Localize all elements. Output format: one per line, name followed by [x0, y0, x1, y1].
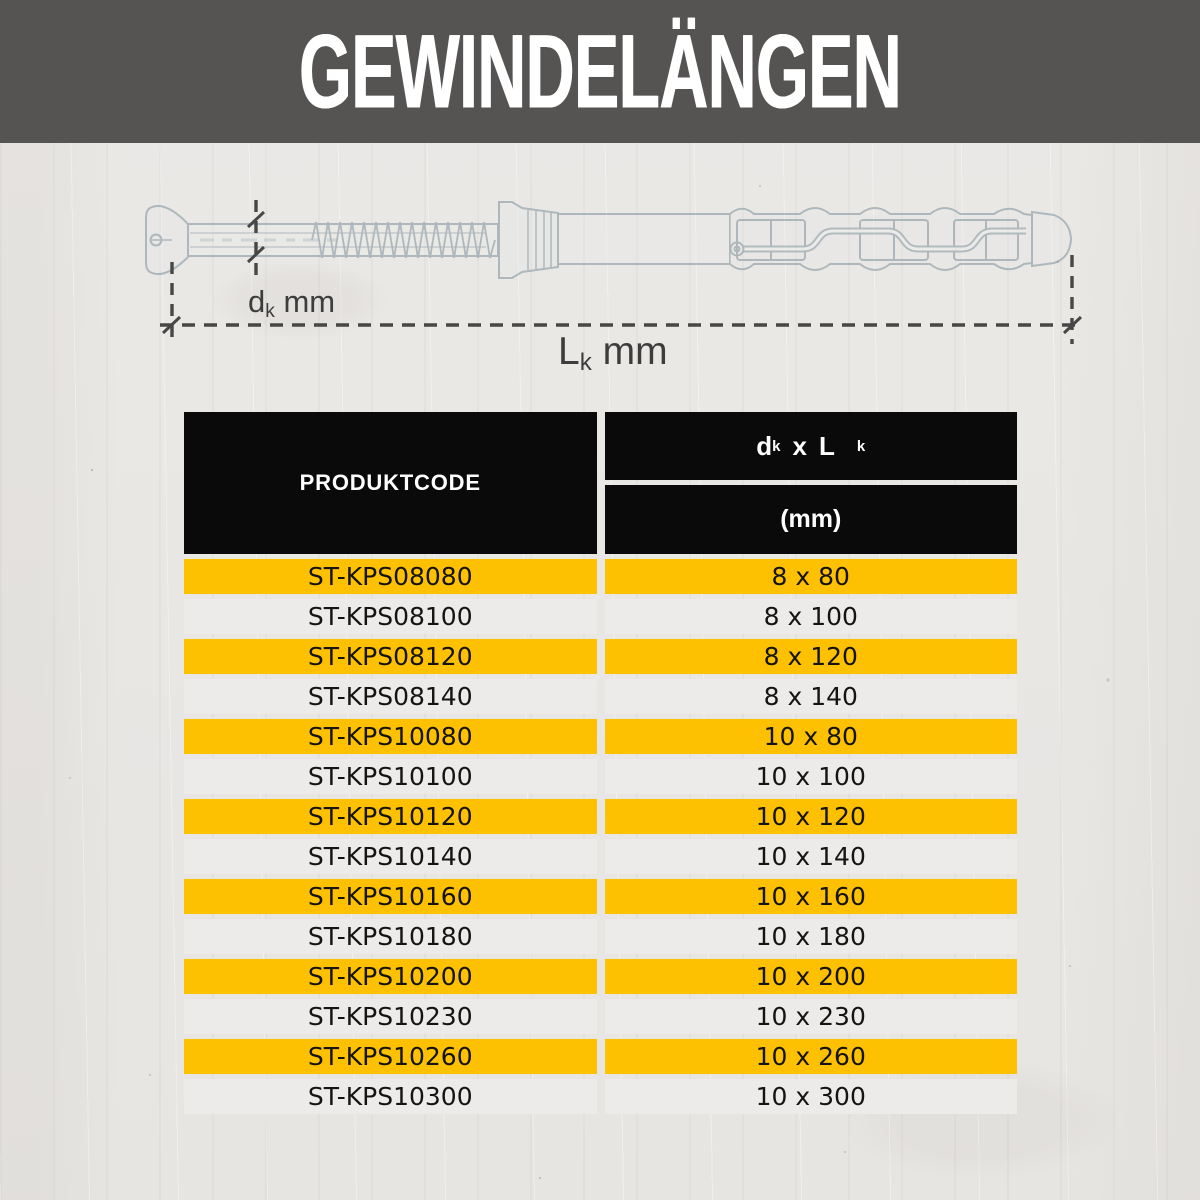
anchor-diagram	[145, 200, 1083, 346]
table-row-code: ST-KPS10260	[184, 1039, 597, 1074]
table-row-size: 10 x 180	[604, 919, 1017, 954]
table-row-code: ST-KPS10300	[184, 1079, 597, 1114]
table-row-size: 10 x 160	[604, 879, 1017, 914]
table-row-size: 8 x 100	[604, 599, 1017, 634]
table-row-code: ST-KPS10100	[184, 759, 597, 794]
table-row-size: 8 x 140	[604, 679, 1017, 714]
table-row-code: ST-KPS08120	[184, 639, 597, 674]
table-row-size: 10 x 230	[604, 999, 1017, 1034]
table-row-code: ST-KPS08100	[184, 599, 597, 634]
table-row-code: ST-KPS10230	[184, 999, 597, 1034]
dim-d: d	[756, 430, 773, 461]
table-row-size: 8 x 120	[604, 639, 1017, 674]
table-row-code: ST-KPS10200	[184, 959, 597, 994]
dk-base: d	[248, 284, 266, 319]
table-row-code: ST-KPS08080	[184, 559, 597, 594]
dimension-lines	[160, 200, 1083, 346]
lk-base: L	[558, 330, 580, 373]
dk-unit: mm	[274, 284, 336, 319]
dim-times: x	[792, 430, 807, 461]
table-row-code: ST-KPS10080	[184, 719, 597, 754]
dk-dimension-label: dk mm	[248, 284, 335, 323]
table-row-code: ST-KPS10120	[184, 799, 597, 834]
lk-subscript: k	[579, 349, 592, 377]
dk-subscript: k	[265, 300, 275, 322]
column-header-produktcode: PRODUKTCODE	[184, 412, 597, 554]
dim-d-sub: k	[772, 437, 781, 455]
table-row-size: 10 x 300	[604, 1079, 1017, 1114]
table-row-code: ST-KPS10180	[184, 919, 597, 954]
dim-l-sub: k	[856, 437, 866, 455]
table-row-size: 10 x 100	[604, 759, 1017, 794]
dim-l: L	[818, 430, 835, 461]
table-row-size: 10 x 200	[604, 959, 1017, 994]
table-row-size: 10 x 260	[604, 1039, 1017, 1074]
title-banner: GEWINDELÄNGEN	[0, 0, 1200, 143]
table-row-code: ST-KPS10140	[184, 839, 597, 874]
column-header-unit: (mm)	[604, 485, 1017, 554]
page-title: GEWINDELÄNGEN	[299, 12, 902, 131]
lk-dimension-label: Lk mm	[558, 330, 668, 377]
table-row-size: 8 x 80	[604, 559, 1017, 594]
table-row-size: 10 x 120	[604, 799, 1017, 834]
table-row-size: 10 x 80	[604, 719, 1017, 754]
table-row-code: ST-KPS08140	[184, 679, 597, 714]
table-row-size: 10 x 140	[604, 839, 1017, 874]
lk-unit: mm	[591, 330, 668, 373]
table-row-code: ST-KPS10160	[184, 879, 597, 914]
anchor-drawing	[145, 201, 1073, 279]
